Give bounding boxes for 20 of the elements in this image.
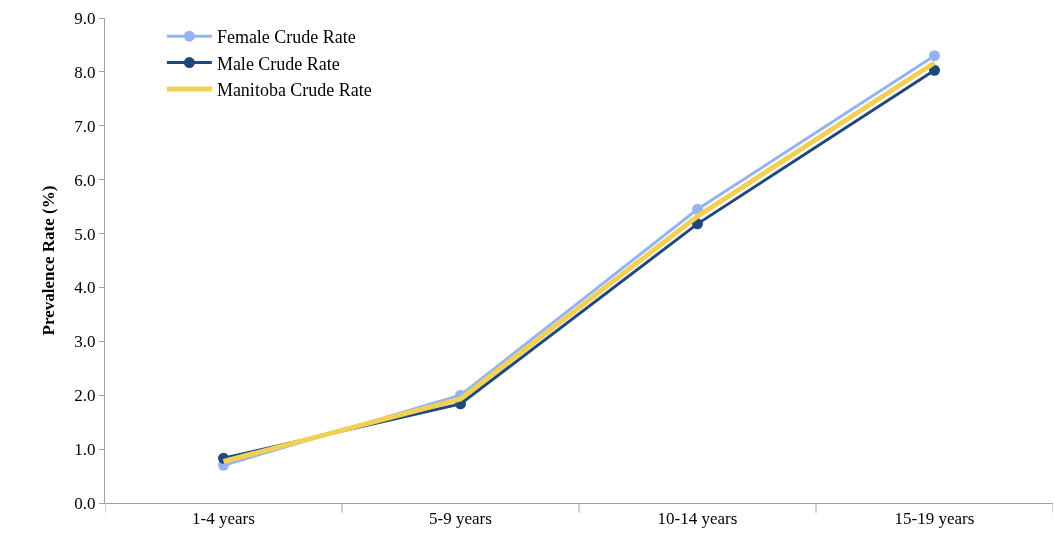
y-tick-label: 9.0 [74, 8, 96, 28]
y-tick-label: 1.0 [74, 440, 96, 460]
point [929, 50, 940, 62]
legend-label: Manitoba Crude Rate [216, 80, 372, 101]
legend-label: Female Crude Rate [216, 27, 356, 48]
y-tick-label: 2.0 [74, 386, 96, 406]
y-tick-label: 6.0 [74, 170, 96, 190]
y-tick-label: 4.0 [74, 278, 96, 298]
x-tick-label: 5-9 years [429, 509, 492, 529]
y-tick-label: 0.0 [74, 493, 96, 513]
y-tick-label: 8.0 [74, 62, 96, 82]
x-tick-label: 10-14 years [657, 509, 738, 529]
y-tick-label: 3.0 [74, 332, 96, 352]
y-tick-label: 7.0 [74, 116, 96, 136]
x-tick-label: 15-19 years [894, 509, 975, 529]
legend-label: Male Crude Rate [216, 53, 340, 74]
x-tick-label: 1-4 years [192, 509, 255, 529]
y-tick-label: 5.0 [74, 224, 96, 244]
y-axis-title: Prevalence Rate (%) [38, 185, 58, 336]
point [929, 64, 940, 76]
